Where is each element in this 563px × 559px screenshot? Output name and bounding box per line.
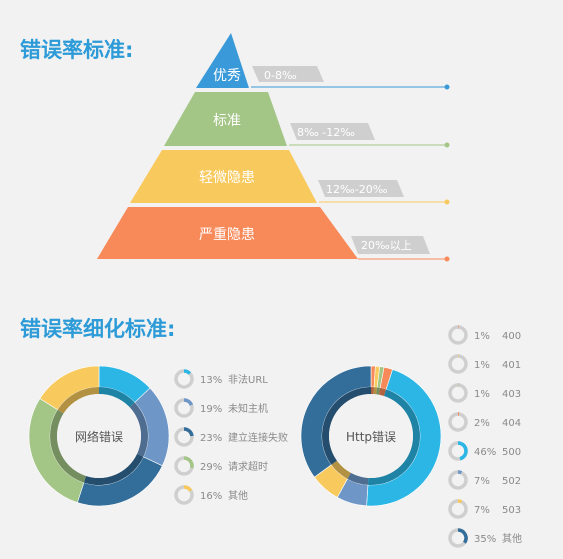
network-error-legend: 13% 非法URL 19% 未知主机 23% 建立连接失败 29% 请求超时 16% 其他: [174, 369, 288, 505]
network-donut-center-hole: [57, 394, 141, 478]
http-legend-label-1: 401: [502, 360, 521, 371]
http-legend-ring-6: [448, 499, 468, 519]
network-legend-label-3: 请求超时: [228, 460, 268, 473]
pyramid-label-excellent: 优秀: [213, 68, 241, 84]
network-donut-slice-inner-4: [57, 387, 99, 414]
http-legend-label-6: 503: [502, 505, 521, 516]
network-legend-percent-3: 29%: [200, 462, 222, 473]
title-error-rate-standard: 错误率标准:: [20, 38, 134, 62]
http-legend-ring-1: [448, 354, 468, 374]
leader-dot-severe: [444, 256, 450, 262]
range-tag-standard: [290, 123, 375, 140]
network-donut-slice-inner-2: [83, 453, 144, 485]
http-legend-label-3: 404: [502, 418, 521, 429]
http-legend-ring-2: [448, 383, 468, 403]
network-legend-ring-fill-1: [183, 398, 194, 406]
http-donut-slice-inner-3: [378, 387, 387, 397]
http-legend-ring-5: [448, 470, 468, 490]
range-tag-minor-text: 12‰-20‰: [326, 183, 388, 196]
pyramid-tier-standard: [164, 92, 287, 146]
http-legend-percent-1: 1%: [474, 360, 490, 371]
http-legend-label-5: 502: [502, 476, 521, 487]
http-legend-label-2: 403: [502, 389, 521, 400]
http-legend-ring-fill-6: [457, 499, 463, 504]
http-donut-center-label: Http错误: [346, 430, 396, 444]
http-donut-slice-inner-6: [331, 460, 351, 479]
pyramid-tier-minor: [130, 150, 317, 203]
leader-dot-minor: [444, 199, 450, 205]
network-legend-percent-0: 13%: [200, 375, 222, 386]
http-error-legend: 1% 400 1% 401 1% 403 2% 404 46% 500 7% 502 7% 503 35% 其…: [448, 325, 522, 548]
http-donut-slice-inner-5: [347, 472, 369, 485]
network-donut-slice-inner-1: [129, 402, 148, 457]
network-legend-ring-fill-0: [183, 369, 192, 375]
http-legend-ring-fill-7: [457, 528, 468, 544]
network-legend-label-0: 非法URL: [228, 373, 268, 386]
range-tags: 0-8‰ 8‰ -12‰ 12‰-20‰ 20‰以上: [251, 66, 450, 262]
http-donut-slice-inner-2: [376, 387, 381, 395]
pyramid-tier-severe: [97, 207, 358, 259]
http-legend-percent-2: 1%: [474, 389, 490, 400]
network-legend-label-1: 未知主机: [228, 402, 268, 415]
network-legend-label-4: 其他: [228, 489, 248, 502]
network-legend-ring-fill-4: [183, 485, 193, 492]
network-donut-center-label: 网络错误: [75, 429, 123, 444]
http-legend-percent-5: 7%: [474, 476, 490, 487]
http-donut-slice-inner-0: [371, 387, 375, 395]
range-tag-standard-text: 8‰ -12‰: [297, 126, 355, 139]
range-tag-minor: [318, 180, 404, 197]
network-legend-percent-4: 16%: [200, 491, 222, 502]
leader-dot-standard: [444, 142, 450, 148]
http-legend-label-7: 其他: [502, 532, 522, 545]
http-legend-ring-0: [448, 325, 468, 345]
http-legend-percent-3: 2%: [474, 418, 490, 429]
pyramid-tier-excellent: [196, 33, 249, 88]
http-legend-percent-4: 46%: [474, 447, 496, 458]
http-legend-percent-6: 7%: [474, 505, 490, 516]
network-legend-ring-fill-3: [183, 456, 194, 469]
http-legend-ring-fill-5: [457, 470, 463, 475]
network-legend-percent-1: 19%: [200, 404, 222, 415]
network-donut-slice-inner-3: [49, 409, 87, 483]
title-error-rate-detail: 错误率细化标准:: [20, 317, 176, 341]
http-legend-label-4: 500: [502, 447, 521, 458]
network-error-donut: [28, 365, 170, 507]
range-tag-excellent: [252, 66, 324, 82]
network-legend-label-2: 建立连接失败: [228, 431, 288, 444]
http-legend-percent-7: 35%: [474, 534, 496, 545]
range-tag-severe: [351, 236, 430, 254]
http-error-donut: [300, 365, 442, 507]
leader-dot-excellent: [444, 84, 450, 90]
http-legend-label-0: 400: [502, 331, 521, 342]
http-legend-ring-fill-4: [457, 441, 468, 461]
range-tag-severe-text: 20‰以上: [361, 239, 412, 252]
network-legend-percent-2: 23%: [200, 433, 222, 444]
http-legend-ring-3: [448, 412, 468, 432]
pyramid-label-severe: 严重隐患: [199, 227, 255, 243]
network-donut-slice-inner-0: [99, 387, 135, 408]
network-legend-ring-fill-2: [183, 427, 194, 437]
pyramid-label-minor: 轻微隐患: [199, 170, 255, 186]
pyramid: 优秀 标准 轻微隐患 严重隐患: [97, 33, 358, 259]
http-donut-slice-inner-4: [367, 389, 421, 485]
pyramid-label-standard: 标准: [213, 113, 241, 129]
http-donut-slice-inner-1: [373, 387, 378, 395]
range-tag-excellent-text: 0-8‰: [264, 69, 297, 82]
http-legend-percent-0: 1%: [474, 331, 490, 342]
http-donut-slice-inner-7: [322, 387, 371, 465]
http-donut-center-hole: [329, 394, 413, 478]
